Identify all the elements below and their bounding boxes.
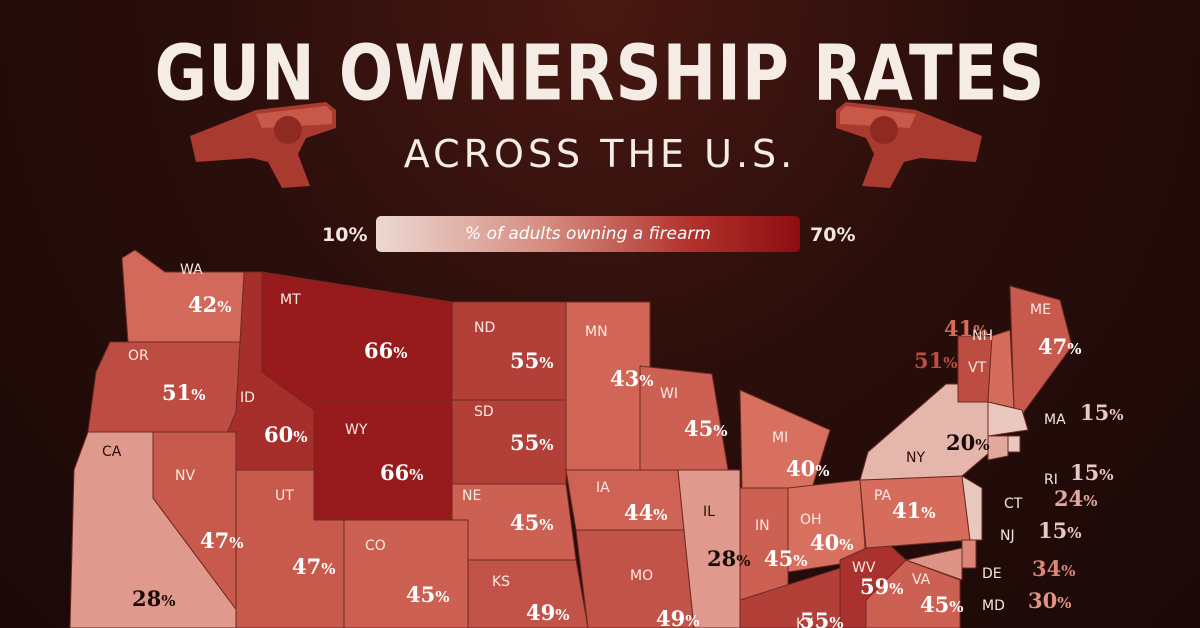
state-shape-ct xyxy=(987,435,1009,461)
state-abbr-id: ID xyxy=(240,390,255,406)
state-shape-il xyxy=(677,469,741,628)
state-abbr-mn: MN xyxy=(585,324,608,340)
state-value-co: 45% xyxy=(406,582,450,607)
state-abbr-oh: OH xyxy=(800,512,822,528)
state-abbr-ny: NY xyxy=(906,450,925,466)
state-abbr-il: IL xyxy=(703,504,715,520)
state-value-nh: 41% xyxy=(944,316,988,341)
state-value-ma: 15% xyxy=(1080,400,1124,425)
state-abbr-ks: KS xyxy=(492,574,510,590)
state-value-wi: 45% xyxy=(684,416,728,441)
state-abbr-md: MD xyxy=(982,598,1005,614)
state-shape-me xyxy=(1009,285,1073,422)
state-value-nd: 55% xyxy=(510,348,554,373)
state-value-ct: 24% xyxy=(1054,486,1098,511)
revolver-left-icon xyxy=(190,102,336,188)
state-abbr-de: DE xyxy=(982,566,1002,582)
state-shape-ri xyxy=(1007,435,1021,453)
state-abbr-nh: NH xyxy=(972,328,993,344)
state-abbr-ct: CT xyxy=(1004,496,1023,512)
state-shape-ks xyxy=(467,559,589,628)
state-abbr-nv: NV xyxy=(175,468,195,484)
legend-caption: % of adults owning a firearm xyxy=(465,224,711,244)
legend-color-scale: % of adults owning a firearm xyxy=(376,216,800,252)
state-shape-md xyxy=(904,547,963,581)
legend-max-label: 70% xyxy=(810,224,856,246)
state-shape-ma xyxy=(987,401,1029,437)
state-abbr-ma: MA xyxy=(1044,412,1066,428)
state-shape-nj xyxy=(961,475,983,541)
state-abbr-nd: ND xyxy=(474,320,495,336)
revolver-right-icon xyxy=(836,102,982,188)
page-subtitle: ACROSS THE U.S. xyxy=(403,132,797,176)
state-shape-de xyxy=(961,539,977,569)
state-abbr-ut: UT xyxy=(275,488,294,504)
state-value-md: 30% xyxy=(1028,588,1072,613)
state-abbr-mt: MT xyxy=(280,292,301,308)
state-abbr-or: OR xyxy=(128,348,149,364)
state-abbr-wi: WI xyxy=(660,386,678,402)
state-abbr-sd: SD xyxy=(474,404,494,420)
legend-min-label: 10% xyxy=(322,224,368,246)
state-shape-nd xyxy=(451,301,567,401)
state-abbr-ca: CA xyxy=(102,444,122,460)
state-value-mi: 40% xyxy=(786,456,830,481)
state-abbr-mi: MI xyxy=(772,430,788,446)
state-value-mt: 66% xyxy=(364,338,408,363)
state-abbr-pa: PA xyxy=(874,488,892,504)
state-shape-co xyxy=(343,519,469,628)
state-value-in: 45% xyxy=(764,546,808,571)
state-abbr-ri: RI xyxy=(1044,472,1058,488)
state-value-mo: 49% xyxy=(656,606,700,628)
state-abbr-me: ME xyxy=(1030,302,1051,318)
state-abbr-wv: WV xyxy=(852,560,876,576)
state-value-sd: 55% xyxy=(510,430,554,455)
page-title: GUN OWNERSHIP RATES xyxy=(154,30,1046,119)
state-abbr-ne: NE xyxy=(462,488,481,504)
state-value-de: 34% xyxy=(1032,556,1076,581)
state-value-vt: 51% xyxy=(914,348,958,373)
state-value-ri: 15% xyxy=(1070,460,1114,485)
state-abbr-co: CO xyxy=(365,538,386,554)
state-abbr-ia: IA xyxy=(596,480,610,496)
state-shape-mo xyxy=(575,529,695,628)
state-value-nj: 15% xyxy=(1038,518,1082,543)
state-abbr-vt: VT xyxy=(968,360,987,376)
state-abbr-in: IN xyxy=(755,518,770,534)
state-abbr-ky: KY xyxy=(796,616,814,628)
state-value-me: 47% xyxy=(1038,334,1082,359)
state-value-ne: 45% xyxy=(510,510,554,535)
state-abbr-wy: WY xyxy=(345,422,368,438)
state-abbr-mo: MO xyxy=(630,568,653,584)
state-abbr-va: VA xyxy=(912,572,931,588)
state-abbr-wa: WA xyxy=(180,262,203,278)
state-abbr-nj: NJ xyxy=(1000,528,1015,544)
state-shape-va xyxy=(865,559,961,628)
